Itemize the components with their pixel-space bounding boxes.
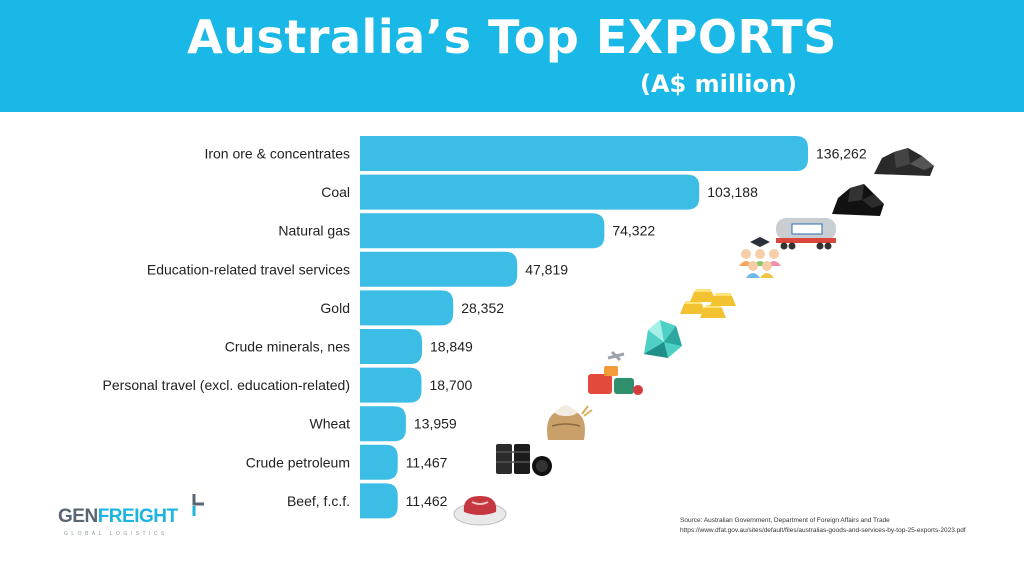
category-label: Education-related travel services (147, 261, 350, 277)
category-label: Personal travel (excl. education-related… (103, 377, 350, 393)
bar (360, 251, 518, 287)
coal-icon (832, 184, 884, 216)
value-label: 47,819 (525, 261, 568, 277)
luggage-icon (588, 350, 643, 395)
bar (360, 213, 605, 249)
category-label: Wheat (310, 416, 351, 432)
category-label: Iron ore & concentrates (204, 146, 350, 162)
steak-icon (453, 496, 507, 526)
category-label: Natural gas (278, 223, 350, 239)
logo-wordmark: GENFREIGHT (58, 506, 178, 528)
bar (360, 483, 398, 519)
gas-tanker-icon (776, 218, 836, 250)
category-label: Beef, f.c.f. (287, 493, 350, 509)
oil-barrels-icon (496, 444, 552, 476)
source-url: https://www.dfat.gov.au/sites/default/fi… (680, 527, 966, 534)
bar (360, 329, 422, 364)
bar (360, 290, 454, 326)
bar (360, 367, 422, 403)
category-label: Crude minerals, nes (225, 339, 350, 355)
value-label: 28,352 (461, 300, 504, 316)
category-label: Crude petroleum (246, 454, 350, 470)
source-line-1: Source: Australian Government, Departmen… (680, 517, 890, 524)
value-label: 74,322 (612, 223, 655, 239)
logo-wordmark-gen: GEN (58, 506, 98, 527)
value-label: 18,849 (430, 339, 473, 355)
bar (360, 406, 406, 442)
iron-ore-icon (874, 148, 934, 176)
value-label: 103,188 (707, 184, 758, 200)
value-label: 13,959 (414, 416, 457, 432)
value-label: 11,462 (406, 493, 448, 509)
gold-bars-icon (680, 289, 736, 318)
category-label: Coal (321, 184, 350, 200)
chart-subtitle: (A$ million) (640, 70, 798, 98)
value-label: 18,700 (429, 377, 472, 393)
logo-wordmark-freight: FREIGHT (97, 506, 178, 527)
bar (360, 174, 700, 210)
bar (360, 136, 808, 171)
value-label: 136,262 (816, 146, 867, 162)
crystal-icon (644, 320, 682, 358)
chart-title: Australia’s Top EXPORTS (187, 10, 837, 64)
logo-corner-icon (192, 494, 204, 516)
source-note: Source: Australian Government, Departmen… (680, 516, 1020, 536)
category-label: Gold (320, 300, 350, 316)
bar (360, 444, 398, 480)
graduates-icon (739, 237, 781, 278)
genfreight-logo: GENFREIGHT GLOBAL LOGISTICS (58, 492, 218, 542)
value-label: 11,467 (406, 454, 448, 470)
logo-tagline: GLOBAL LOGISTICS (64, 531, 168, 537)
flour-sack-icon (547, 405, 593, 440)
header-banner: Australia’s Top EXPORTS (A$ million) (0, 0, 1024, 112)
